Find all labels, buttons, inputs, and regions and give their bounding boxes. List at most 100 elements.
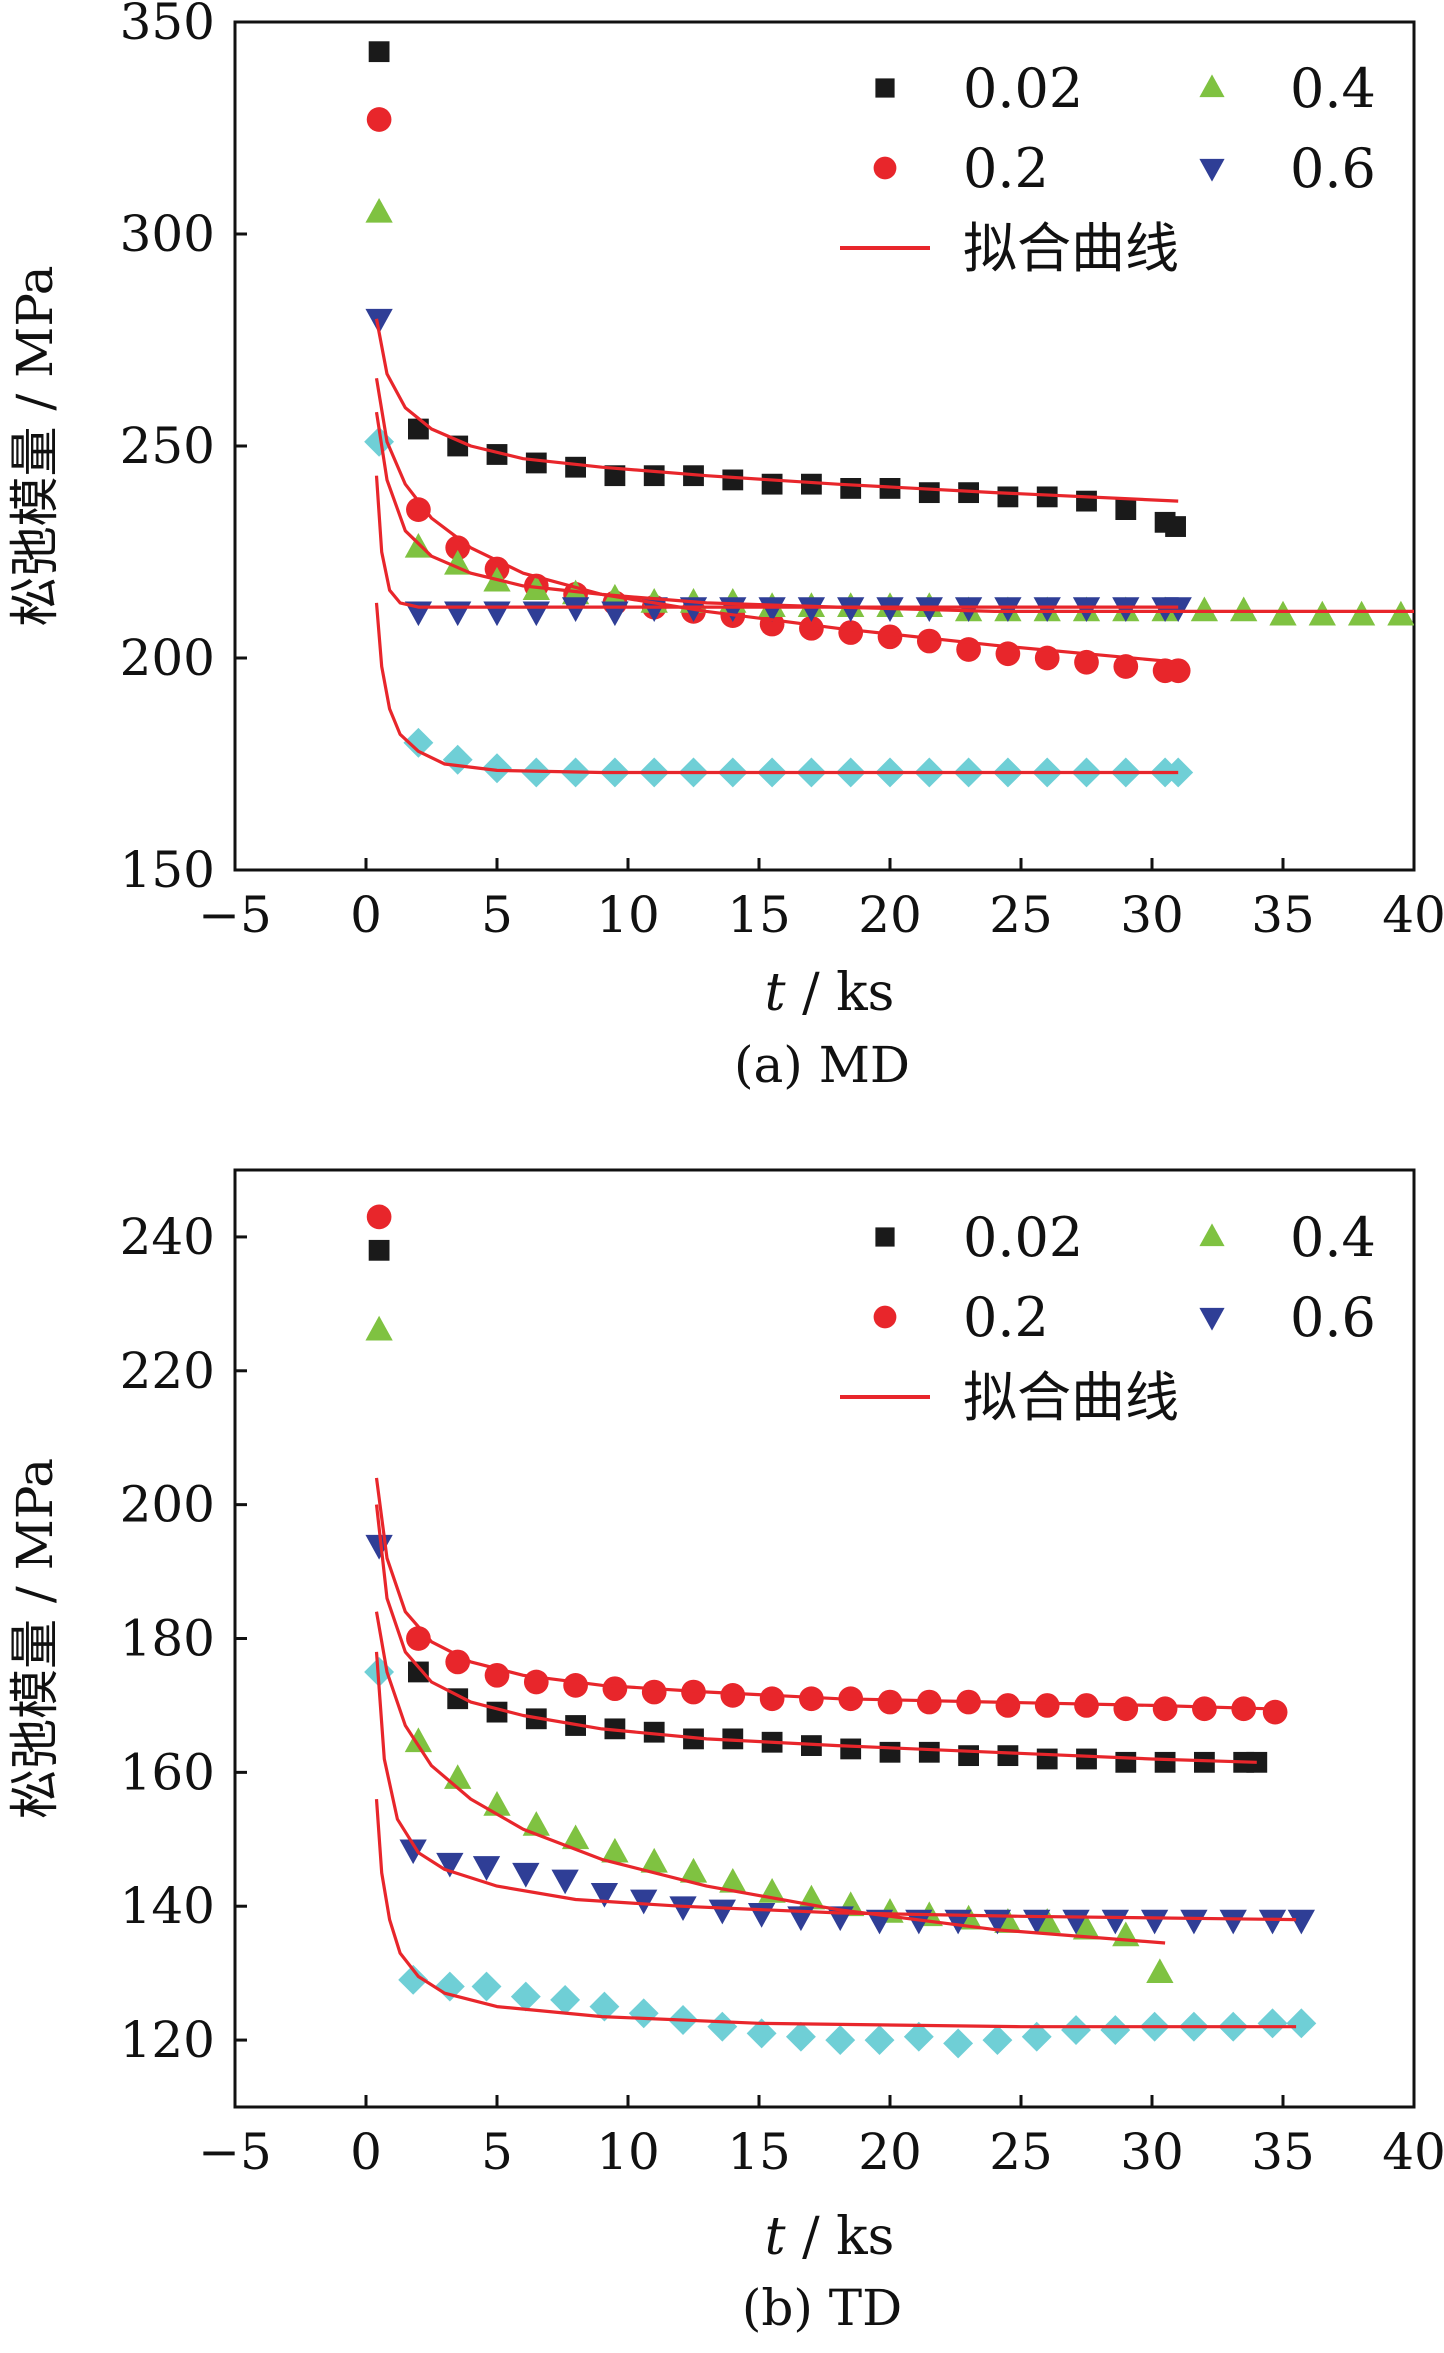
data-point xyxy=(1165,516,1186,537)
series-0_6 xyxy=(365,1534,1315,1935)
data-point xyxy=(434,1971,465,2002)
x-tick-label: −5 xyxy=(198,2123,272,2181)
fit-curve xyxy=(374,1504,1257,1764)
series-cyan xyxy=(364,1657,1317,2059)
data-point xyxy=(1034,1693,1060,1718)
data-point xyxy=(366,1204,392,1230)
fit-curve xyxy=(374,1651,1297,1922)
y-axis-label: 松弛模量 / MPa xyxy=(6,1458,64,1819)
data-point xyxy=(1100,2015,1131,2045)
data-point xyxy=(1287,1909,1315,1935)
data-point xyxy=(1269,600,1297,626)
data-point xyxy=(1246,1751,1268,1773)
data-point xyxy=(522,1811,550,1836)
data-point xyxy=(785,2021,816,2052)
y-tick-label: 240 xyxy=(120,1208,215,1266)
data-point xyxy=(720,1683,746,1708)
data-point xyxy=(1113,1696,1139,1722)
data-point xyxy=(679,1857,708,1883)
data-point xyxy=(707,2011,738,2042)
fit-curve xyxy=(374,1798,1297,2029)
data-point xyxy=(436,1852,464,1878)
data-point xyxy=(522,601,550,627)
x-tick-label: 40 xyxy=(1382,886,1444,944)
data-point xyxy=(1036,1748,1058,1770)
data-point xyxy=(1146,1958,1174,1984)
fit-curve xyxy=(374,318,1179,503)
data-point xyxy=(641,1679,667,1705)
data-point xyxy=(840,1738,862,1760)
data-point xyxy=(510,1981,541,2012)
data-point xyxy=(1072,1914,1101,1940)
data-point xyxy=(447,435,469,457)
data-point xyxy=(643,465,665,487)
fit-curve xyxy=(374,377,1179,664)
x-axis-label: t / ks xyxy=(765,2207,895,2267)
data-point xyxy=(1074,649,1099,675)
data-point xyxy=(903,2021,934,2052)
data-point xyxy=(483,1791,511,1816)
y-tick-label: 220 xyxy=(120,1342,215,1400)
data-point xyxy=(561,597,590,622)
legend-label: 0.2 xyxy=(963,1286,1049,1349)
x-tick-label: 5 xyxy=(481,886,513,944)
data-point xyxy=(797,597,826,622)
data-point xyxy=(640,1847,668,1873)
data-point xyxy=(404,1727,433,1753)
data-point xyxy=(1192,1696,1217,1722)
y-axis-label: 松弛模量 / MPa xyxy=(6,265,64,626)
data-point xyxy=(1115,1751,1137,1773)
legend-marker xyxy=(1199,1307,1225,1331)
fit-curve xyxy=(374,411,1414,614)
data-point xyxy=(643,1721,665,1743)
x-tick-label: 0 xyxy=(350,2123,382,2181)
data-point xyxy=(877,624,903,650)
data-point xyxy=(408,418,429,440)
data-point xyxy=(565,456,586,478)
x-tick-label: 15 xyxy=(727,886,791,944)
data-point xyxy=(589,1991,620,2022)
series-0_02 xyxy=(368,41,1186,537)
series-0_4 xyxy=(365,197,1414,626)
y-tick-label: 160 xyxy=(120,1743,215,1801)
y-tick-label: 140 xyxy=(120,1877,215,1935)
legend-marker xyxy=(873,1305,897,1329)
data-point xyxy=(445,1649,471,1675)
data-point xyxy=(995,1693,1021,1718)
data-point xyxy=(1164,597,1192,622)
data-point xyxy=(1076,490,1097,512)
data-point xyxy=(1140,1909,1169,1935)
data-point xyxy=(399,1839,427,1865)
panel-caption: (a) MD xyxy=(734,1036,910,1094)
data-point xyxy=(1165,658,1191,684)
data-point xyxy=(1387,600,1414,626)
chart-panel-md: −5 0 5 10 15 20 25 30 35 40 150 200 250 300 350 松弛模量 / … xyxy=(6,0,1444,1094)
legend-marker xyxy=(875,1227,895,1247)
data-point xyxy=(398,1964,429,1995)
data-point xyxy=(590,1882,619,1908)
data-point xyxy=(1308,600,1336,626)
data-point xyxy=(365,308,393,334)
data-point xyxy=(1219,1909,1247,1935)
plot-area xyxy=(364,1204,1317,2059)
legend-label: 0.4 xyxy=(1290,57,1376,120)
data-point xyxy=(365,197,393,223)
data-point xyxy=(958,1745,979,1767)
x-tick-label: 35 xyxy=(1251,2123,1315,2181)
data-point xyxy=(1286,2008,1317,2039)
legend-label: 0.2 xyxy=(963,137,1049,200)
data-point xyxy=(512,1862,540,1888)
legend-label: 0.02 xyxy=(963,57,1083,120)
data-point xyxy=(1180,1909,1208,1935)
data-point xyxy=(1076,1748,1097,1770)
data-point xyxy=(471,1971,502,2002)
data-point xyxy=(604,465,626,487)
data-point xyxy=(368,41,390,63)
data-point xyxy=(1190,596,1219,622)
data-point xyxy=(1036,486,1058,508)
fit-curve xyxy=(374,1477,1270,1711)
data-point xyxy=(628,1998,659,2029)
data-point xyxy=(799,615,824,641)
legend-marker xyxy=(875,78,895,98)
